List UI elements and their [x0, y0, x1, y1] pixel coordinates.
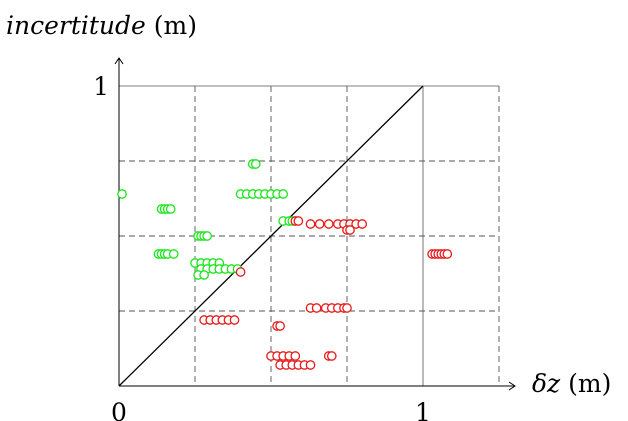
data-point [250, 159, 261, 169]
data-point [357, 219, 368, 229]
data-points [117, 159, 453, 370]
data-point [168, 249, 179, 259]
data-point [278, 189, 289, 199]
xlabel-main: δz [532, 369, 561, 398]
x-tick-label: 0 [111, 398, 127, 421]
data-point [235, 267, 246, 277]
data-point [305, 219, 316, 229]
y-tick-label: 1 [93, 72, 109, 101]
data-point [442, 249, 453, 259]
data-point [314, 219, 325, 229]
ylabel-unit: (m) [146, 11, 197, 40]
ylabel-main: incertitude [6, 11, 146, 40]
data-point [202, 231, 213, 241]
tick-labels: 0 1 1 [93, 72, 431, 421]
grid [119, 85, 500, 386]
xlabel-unit: (m) [560, 369, 611, 398]
data-point [199, 270, 209, 280]
data-point [342, 303, 352, 313]
data-point [229, 315, 240, 325]
diagonal-reference-line [118, 85, 424, 387]
data-point [165, 204, 176, 214]
data-point [117, 189, 127, 199]
x-axis-arrow [508, 381, 516, 391]
data-point [345, 225, 355, 235]
data-point [290, 351, 301, 361]
y-axis-arrow [114, 57, 124, 65]
x-tick-label: 1 [415, 398, 431, 421]
data-point [311, 303, 322, 313]
data-point [293, 216, 304, 226]
data-point [326, 351, 337, 361]
y-axis-label: incertitude (m) [6, 11, 197, 40]
data-point [323, 219, 334, 229]
data-point [275, 321, 285, 331]
x-axis-label: δz (m) [532, 369, 611, 398]
data-point [305, 360, 316, 370]
